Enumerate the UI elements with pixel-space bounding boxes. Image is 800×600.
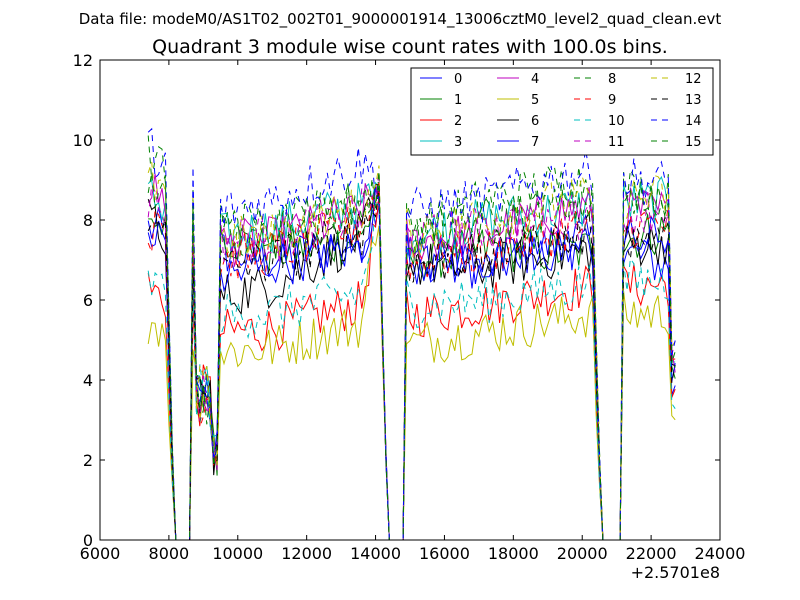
- legend-label-9: 9: [608, 93, 616, 108]
- legend-label-15: 15: [685, 135, 702, 150]
- legend-label-14: 14: [685, 114, 702, 129]
- legend-label-11: 11: [608, 135, 625, 150]
- legend-label-12: 12: [685, 72, 702, 87]
- legend-label-0: 0: [454, 72, 462, 87]
- legend-label-10: 10: [608, 114, 625, 129]
- x-axis-offset-label: +2.5701e8: [631, 563, 720, 582]
- x-tick-label: 16000: [419, 544, 470, 563]
- legend-label-3: 3: [454, 135, 462, 150]
- y-tick-label: 0: [83, 531, 93, 550]
- series-layer: [147, 127, 676, 541]
- legend-label-13: 13: [685, 93, 702, 108]
- x-tick-label: 6000: [80, 544, 121, 563]
- chart-title: Quadrant 3 module wise count rates with …: [152, 36, 668, 58]
- series-line-5: [147, 225, 676, 541]
- axis-ticks: 6000 8000 10000 12000 14000 16000 18000 20000 22…: [73, 51, 746, 563]
- x-tick-label: 8000: [149, 544, 190, 563]
- y-tick-label: 8: [83, 211, 93, 230]
- x-tick-label: 12000: [281, 544, 332, 563]
- legend-label-2: 2: [454, 114, 462, 129]
- x-tick-label: 18000: [488, 544, 539, 563]
- series-line-6: [147, 183, 676, 541]
- y-tick-label: 6: [83, 291, 93, 310]
- y-tick-label: 12: [73, 51, 93, 70]
- series-line-2: [147, 197, 676, 541]
- series-line-15: [147, 171, 676, 541]
- x-tick-label: 24000: [695, 544, 746, 563]
- y-tick-label: 10: [73, 131, 93, 150]
- y-tick-label: 4: [83, 371, 93, 390]
- legend-label-7: 7: [531, 135, 539, 150]
- series-line-12: [147, 161, 676, 541]
- y-tick-label: 2: [83, 451, 93, 470]
- x-tick-label: 22000: [626, 544, 677, 563]
- x-tick-label: 14000: [350, 544, 401, 563]
- x-tick-label: 20000: [557, 544, 608, 563]
- legend-label-8: 8: [608, 72, 616, 87]
- series-line-13: [147, 186, 676, 541]
- series-line-9: [147, 182, 676, 541]
- legend-label-5: 5: [531, 93, 539, 108]
- legend-label-6: 6: [531, 114, 539, 129]
- figure-suptitle: Data file: modeM0/AS1T02_002T01_90000019…: [79, 10, 722, 29]
- legend-label-1: 1: [454, 93, 462, 108]
- x-tick-label: 10000: [212, 544, 263, 563]
- legend-label-4: 4: [531, 72, 539, 87]
- series-line-10: [147, 199, 676, 541]
